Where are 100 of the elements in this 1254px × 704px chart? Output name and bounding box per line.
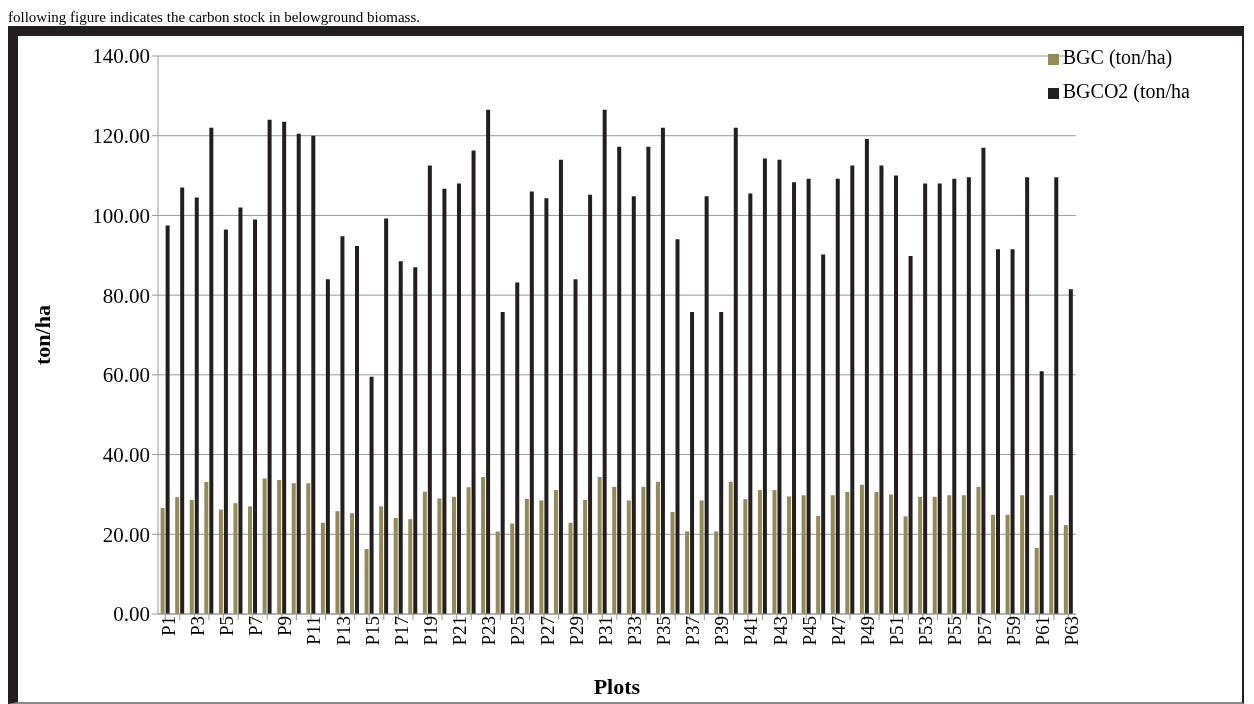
bar	[1020, 495, 1025, 614]
x-tick-label: P31	[594, 616, 616, 646]
x-tick-label: P15	[361, 616, 383, 646]
bar	[1039, 371, 1044, 614]
bar	[311, 135, 316, 614]
bar	[180, 187, 185, 614]
bar	[364, 549, 369, 614]
x-tick-label: P21	[449, 616, 471, 646]
bar	[233, 503, 238, 614]
bar	[539, 500, 544, 614]
bar	[830, 495, 835, 614]
bar	[209, 127, 214, 614]
bar	[427, 165, 432, 614]
bar	[1034, 547, 1039, 614]
bar	[772, 490, 777, 614]
x-tick-label: P29	[565, 616, 587, 646]
legend-label: BGCO2 (ton/ha	[1062, 80, 1190, 102]
y-tick-label: 80.00	[102, 283, 150, 308]
bar	[442, 188, 447, 614]
bar	[355, 246, 360, 614]
x-tick-label: P49	[857, 616, 879, 646]
bar	[262, 478, 267, 614]
x-tick-label: P19	[420, 616, 441, 646]
bar	[296, 133, 301, 614]
bar	[253, 219, 258, 614]
y-tick-label: 120.00	[92, 124, 150, 149]
bar	[573, 279, 578, 614]
bar	[631, 196, 636, 614]
bar	[641, 486, 646, 614]
bar	[864, 138, 869, 614]
y-tick-label: 20.00	[102, 522, 150, 547]
bar	[792, 182, 797, 614]
bar	[821, 254, 826, 614]
bar	[1049, 495, 1054, 614]
bar	[801, 495, 806, 614]
x-tick-label: P51	[886, 616, 908, 646]
bar	[675, 239, 680, 614]
bar	[379, 506, 384, 614]
bar	[981, 147, 986, 614]
x-tick-label: P45	[798, 616, 820, 646]
bar	[835, 178, 840, 614]
y-tick-label: 140.00	[92, 44, 150, 69]
x-tick-label: P11	[303, 616, 325, 645]
bar	[223, 229, 228, 614]
bar	[282, 121, 287, 614]
x-tick-label: P9	[274, 616, 296, 637]
bar	[413, 267, 418, 614]
bar	[961, 495, 966, 614]
bar	[495, 531, 500, 614]
bar	[918, 496, 923, 614]
bar	[903, 516, 908, 614]
bar	[748, 193, 753, 614]
bar	[1010, 249, 1015, 614]
bar	[350, 513, 355, 614]
y-tick-label: 60.00	[102, 363, 150, 388]
bar	[515, 282, 520, 614]
bar	[660, 127, 665, 614]
y-tick-label: 0.00	[113, 602, 150, 627]
y-axis-title: ton/ha	[29, 305, 55, 365]
bar	[466, 487, 471, 614]
bar	[655, 481, 660, 614]
bar	[384, 218, 389, 614]
text: following figure indicates the carbon stock in belowground biomass.	[8, 8, 421, 26]
bar	[699, 500, 704, 614]
bar	[408, 519, 413, 614]
bar	[874, 492, 879, 614]
x-tick-label: P1	[157, 616, 179, 637]
bar	[908, 256, 913, 614]
bar	[704, 196, 709, 614]
x-tick-label: P35	[653, 616, 675, 646]
bar	[719, 311, 724, 614]
bar	[320, 522, 325, 614]
bar	[189, 500, 194, 614]
bar	[806, 178, 811, 614]
bar	[816, 515, 821, 614]
bar	[369, 376, 374, 614]
bar	[879, 165, 884, 614]
x-tick-label: P59	[1002, 616, 1024, 646]
bar	[335, 511, 340, 614]
bar	[267, 119, 272, 614]
bar	[437, 498, 442, 614]
x-tick-label: P55	[944, 616, 966, 646]
bar	[194, 197, 199, 614]
bar	[612, 486, 617, 614]
bar	[728, 481, 733, 614]
x-tick-label: P23	[478, 616, 500, 646]
bar	[510, 523, 515, 614]
bar	[486, 109, 491, 614]
x-tick-label: P33	[623, 616, 645, 646]
bar	[160, 507, 165, 614]
bar	[471, 150, 476, 614]
bar	[204, 482, 209, 614]
bar	[690, 311, 695, 614]
bar	[762, 158, 767, 614]
bar	[1025, 177, 1030, 614]
bar	[976, 486, 981, 614]
bar	[743, 499, 748, 614]
bar	[175, 497, 180, 614]
bar	[889, 494, 894, 614]
bar	[325, 279, 330, 614]
